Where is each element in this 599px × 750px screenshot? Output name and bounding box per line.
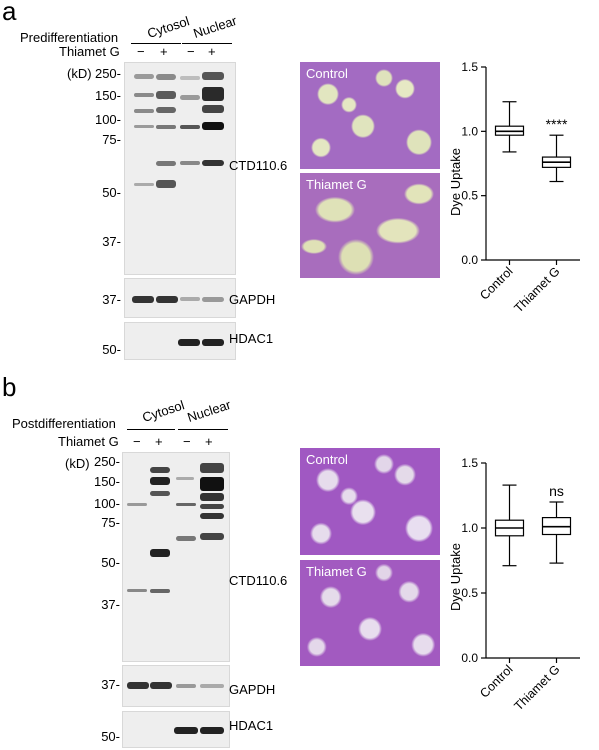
y-tick-label: 1.5 (461, 60, 478, 74)
significance-label: ns (549, 483, 564, 499)
y-tick-label: 1.0 (461, 124, 478, 138)
lane-sign-3: − (183, 434, 191, 449)
mw-marker-hdac: 50- (101, 729, 120, 744)
lane-sign-4: + (208, 44, 216, 59)
blot-ctd110 (122, 452, 230, 662)
mw-marker-100: 100- (94, 112, 121, 127)
lane-sign-1: − (137, 44, 145, 59)
fraction-underline-cytosol (131, 43, 181, 44)
mw-unit-label: (kD) (67, 66, 92, 81)
fraction-label-nuclear: Nuclear (185, 396, 233, 425)
x-tick-label: Control (477, 662, 515, 700)
micrograph-control: Control (300, 448, 440, 555)
y-tick-label: 0.5 (461, 189, 478, 203)
panel-letter-a: a (2, 0, 17, 26)
lane-sign-3: − (187, 44, 195, 59)
y-tick-label: 0.5 (461, 586, 478, 600)
micrograph-thiamet-g: Thiamet G (300, 173, 440, 278)
micrograph-control: Control (300, 62, 440, 169)
fraction-label-cytosol: Cytosol (145, 13, 192, 41)
condition-label: Predifferentiation (20, 30, 119, 45)
y-tick-label: 1.0 (461, 521, 478, 535)
y-tick-label: 0.0 (461, 253, 478, 267)
mw-marker-gapdh: 37- (102, 292, 121, 307)
fraction-label-cytosol: Cytosol (140, 397, 187, 425)
lane-sign-4: + (205, 434, 213, 449)
mw-marker-150: 150- (93, 474, 120, 489)
blot-hdac1 (122, 711, 230, 748)
blot-label-hdac1: HDAC1 (229, 331, 274, 346)
y-axis-label: Dye Uptake (448, 148, 463, 216)
blot-label-ctd110: CTD110.6 (229, 573, 288, 588)
fraction-underline-cytosol (127, 429, 175, 430)
y-tick-label: 0.0 (461, 651, 478, 665)
condition-label: Postdifferentiation (12, 416, 116, 431)
mw-unit-label: (kD) (65, 456, 90, 471)
mw-marker-250: 250- (93, 454, 120, 469)
y-tick-label: 1.5 (461, 456, 478, 470)
micrograph-label-control: Control (306, 452, 348, 467)
mw-marker-50: 50- (101, 555, 120, 570)
mw-marker-100: 100- (93, 496, 120, 511)
micrograph-label-thiamet-g: Thiamet G (306, 564, 367, 579)
blot-hdac1 (124, 322, 236, 360)
blot-gapdh (124, 278, 236, 318)
lane-sign-1: − (133, 434, 141, 449)
x-tick-label: Thiamet G (511, 264, 562, 315)
micrograph-thiamet-g: Thiamet G (300, 560, 440, 666)
blot-label-hdac1: HDAC1 (229, 718, 274, 733)
significance-label: **** (546, 116, 568, 132)
mw-marker-250: 250- (94, 66, 121, 81)
fraction-label-nuclear: Nuclear (191, 12, 239, 42)
micrograph-label-control: Control (306, 66, 348, 81)
mw-marker-gapdh: 37- (101, 677, 120, 692)
x-tick-label: Thiamet G (511, 662, 562, 713)
blot-label-gapdh: GAPDH (229, 292, 276, 307)
mw-marker-37: 37- (101, 597, 120, 612)
mw-marker-75: 75- (101, 515, 120, 530)
blot-gapdh (122, 665, 230, 707)
x-tick-label: Control (477, 264, 515, 302)
treatment-label: Thiamet G (58, 434, 119, 449)
blot-label-gapdh: GAPDH (229, 682, 276, 697)
mw-marker-75: 75- (102, 132, 121, 147)
treatment-label: Thiamet G (59, 44, 120, 59)
fraction-underline-nuclear (178, 429, 228, 430)
blot-ctd110 (124, 62, 236, 275)
mw-marker-37: 37- (102, 234, 121, 249)
micrograph-label-thiamet-g: Thiamet G (306, 177, 367, 192)
lane-sign-2: + (155, 434, 163, 449)
mw-marker-150: 150- (94, 88, 121, 103)
y-axis-label: Dye Uptake (448, 543, 463, 611)
fraction-underline-nuclear (182, 43, 232, 44)
lane-sign-2: + (160, 44, 168, 59)
panel-letter-b: b (2, 372, 17, 402)
blot-label-ctd110: CTD110.6 (229, 158, 288, 173)
mw-marker-hdac: 50- (102, 342, 121, 357)
mw-marker-50: 50- (102, 185, 121, 200)
